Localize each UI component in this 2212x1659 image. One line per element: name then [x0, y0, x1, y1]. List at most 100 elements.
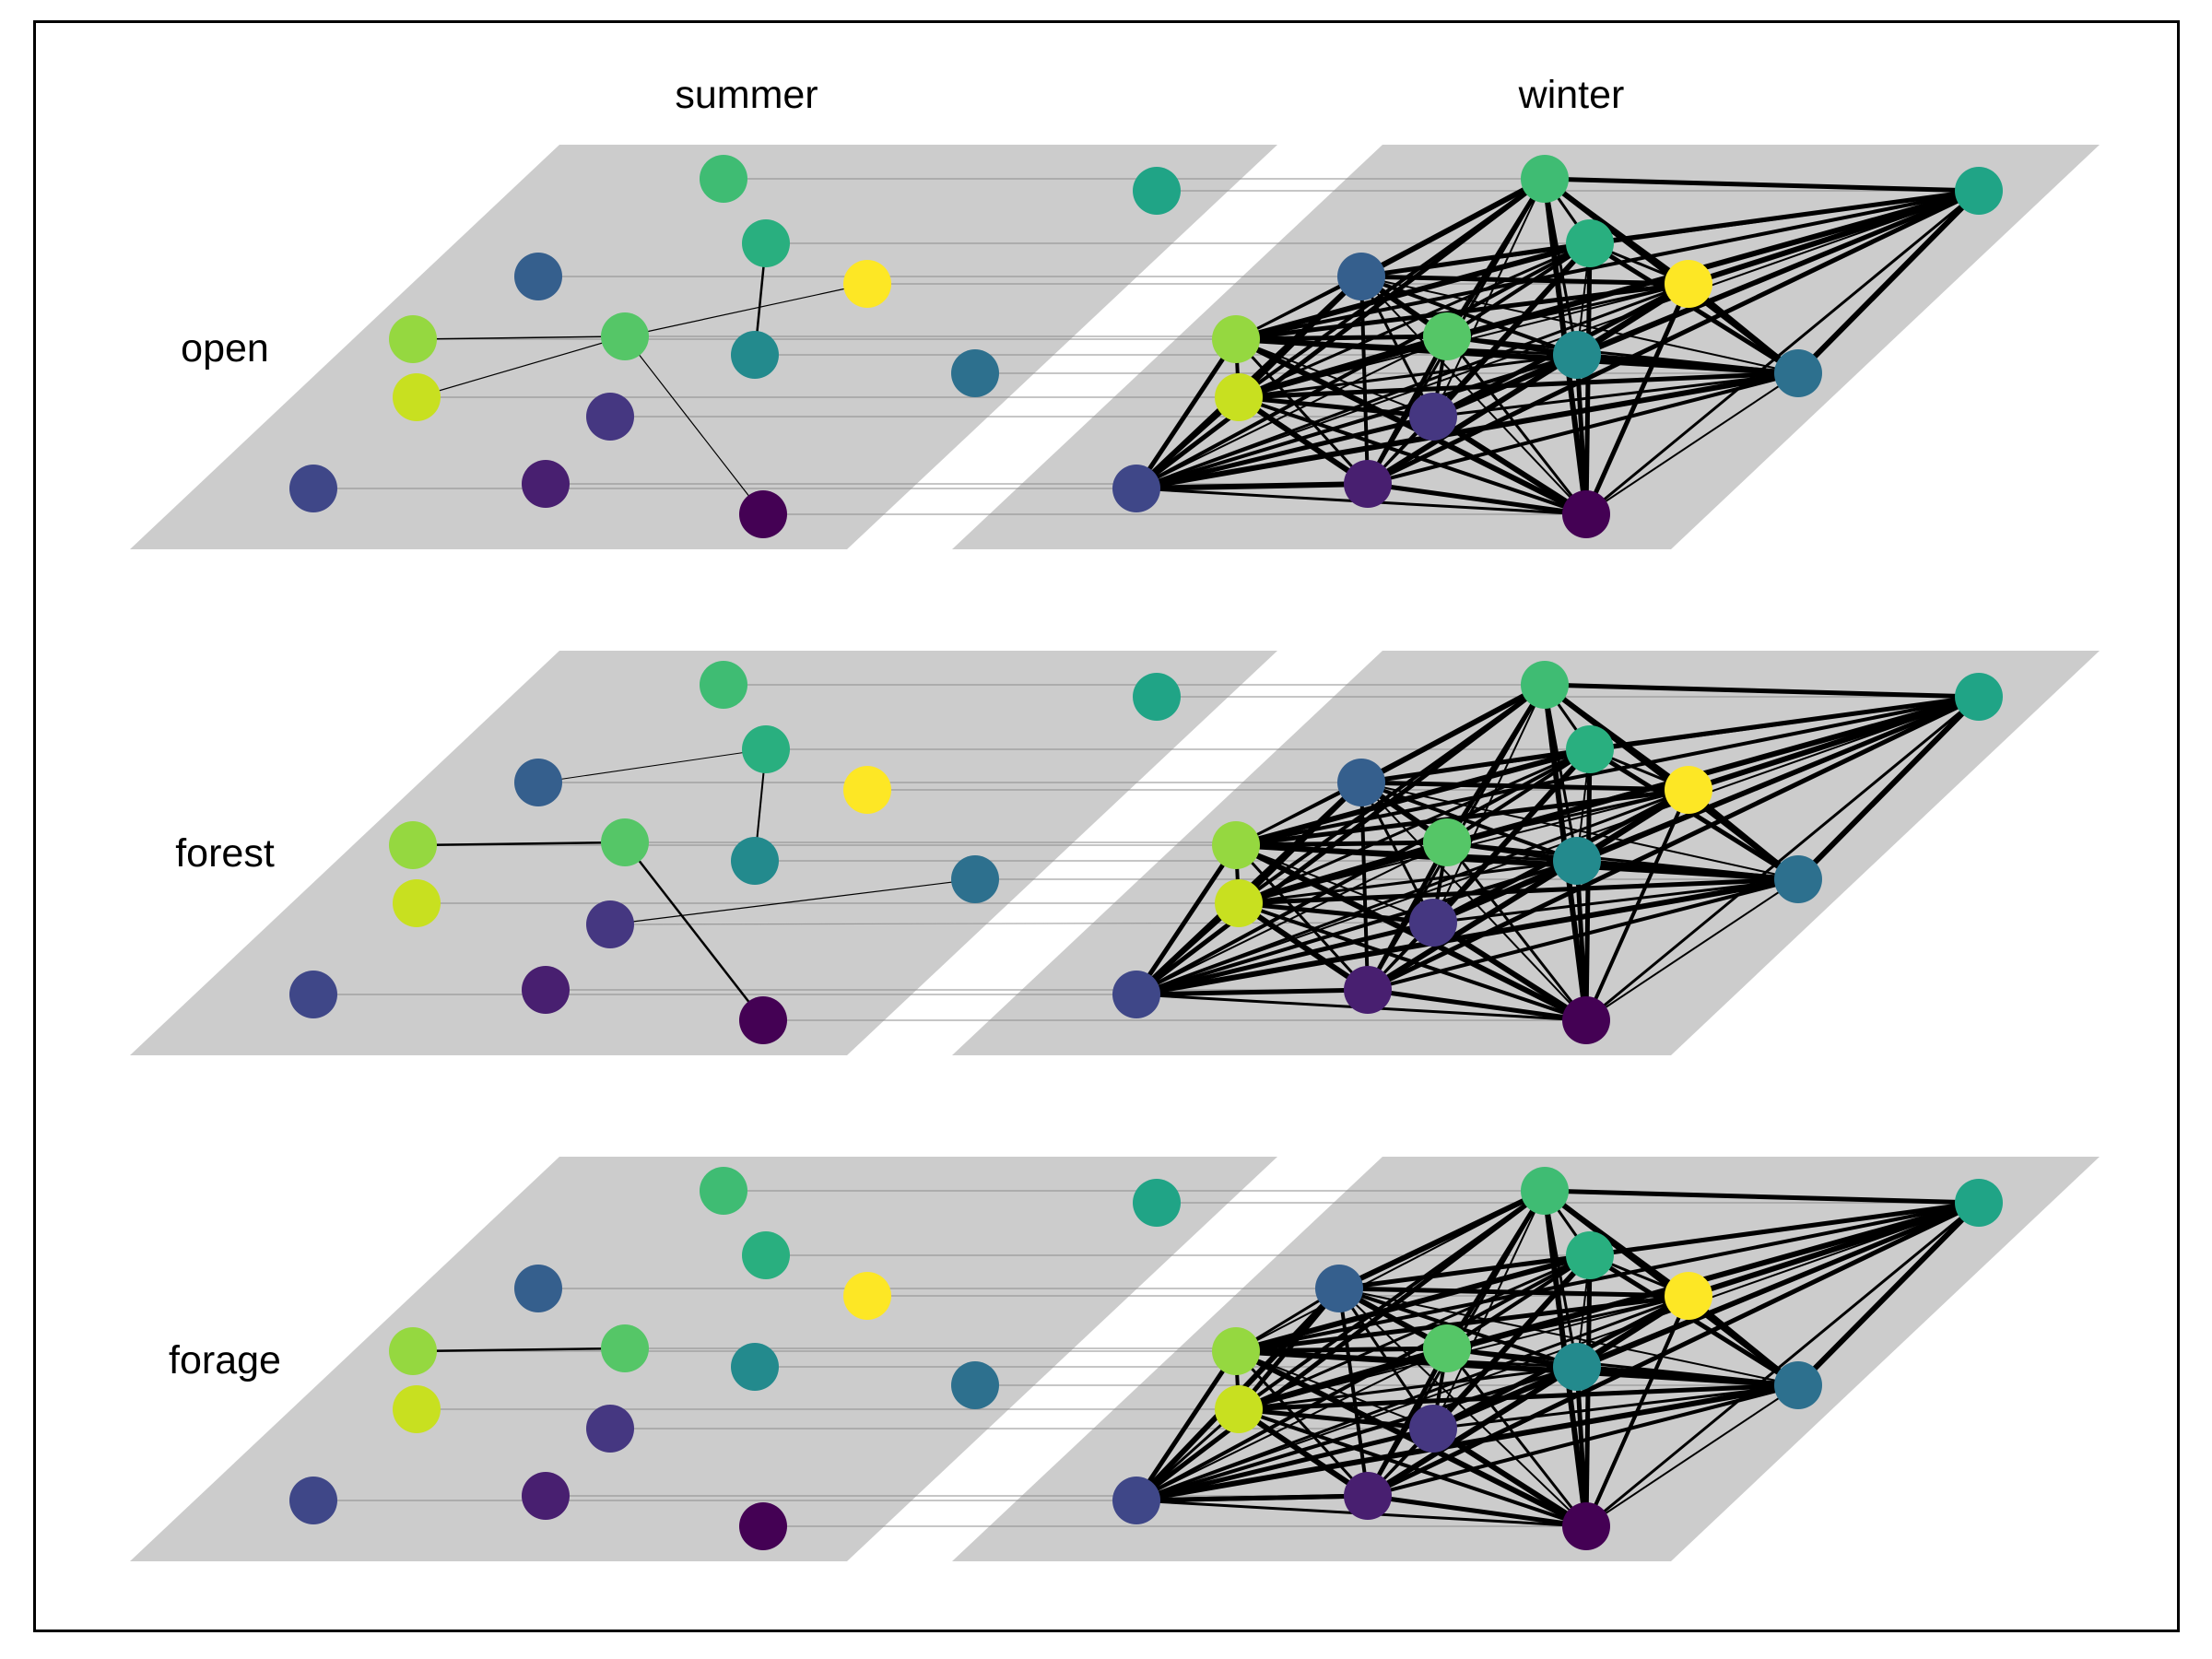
edge-forest-winter-EM	[1366, 788, 1690, 992]
edge-forest-winter-BF	[1235, 695, 1980, 847]
node-forest-summer-G	[601, 818, 649, 866]
edge-open-winter-IJ	[1238, 371, 1799, 399]
node-open-winter-L	[1112, 465, 1160, 512]
edge-forest-summer-FG	[412, 841, 626, 847]
node-open-summer-M	[522, 460, 570, 508]
edge-open-winter-IF	[1235, 337, 1799, 375]
node-forest-summer-N	[739, 996, 787, 1044]
edge-open-winter-DE	[1360, 274, 1689, 287]
edge-open-winter-HL	[1135, 353, 1578, 490]
edge-forest-winter-BA	[1544, 684, 1980, 698]
edge-forage-winter-FN	[1234, 1348, 1588, 1529]
edge-forest-winter-FM	[1234, 843, 1370, 992]
node-open-winter-J	[1215, 373, 1263, 421]
edge-open-winter-EG	[1446, 282, 1689, 338]
edge-open-winter-BD	[1360, 190, 1980, 277]
edge-open-winter-CN	[1583, 242, 1593, 515]
column-label-winter: winter	[1518, 73, 1625, 117]
node-open-winter-B	[1955, 167, 2003, 215]
edge-open-winter-EL	[1135, 282, 1689, 490]
node-forage-winter-I	[1774, 1361, 1822, 1409]
node-forage-summer-N	[739, 1502, 787, 1550]
edge-forage-summer-FG	[412, 1347, 626, 1353]
node-forest-winter-B	[1955, 673, 2003, 721]
node-open-winter-E	[1665, 260, 1712, 308]
node-forage-winter-K	[1409, 1405, 1457, 1453]
edge-forest-winter-KL	[1135, 920, 1434, 997]
edge-forage-winter-AL	[1135, 1189, 1547, 1502]
edge-open-winter-AL	[1135, 177, 1547, 490]
edge-open-winter-JK	[1238, 394, 1434, 419]
edge-forest-winter-EN	[1584, 789, 1690, 1021]
row-label-forage: forage	[169, 1338, 281, 1382]
node-forage-summer-I	[951, 1361, 999, 1409]
edge-forage-winter-BN	[1585, 1201, 1980, 1528]
edge-open-winter-GL	[1135, 335, 1448, 489]
node-forage-summer-H	[731, 1343, 779, 1391]
node-forest-summer-E	[843, 766, 891, 814]
edge-open-winter-FL	[1134, 337, 1239, 490]
edge-open-summer-JG	[416, 335, 626, 398]
node-forest-winter-D	[1337, 759, 1385, 806]
edge-forage-winter-IK	[1432, 1384, 1799, 1430]
edge-open-winter-GM	[1365, 335, 1450, 486]
node-forage-summer-J	[393, 1385, 441, 1433]
edge-forage-winter-EL	[1135, 1294, 1689, 1502]
edge-open-winter-CG	[1445, 241, 1592, 338]
edge-forage-winter-IN	[1585, 1384, 1799, 1527]
node-forest-winter-F	[1212, 821, 1260, 869]
node-open-winter-F	[1212, 315, 1260, 363]
node-open-summer-L	[289, 465, 337, 512]
panel-forage-summer	[130, 1157, 1277, 1561]
node-open-summer-B	[1133, 167, 1181, 215]
node-forest-summer-D	[514, 759, 562, 806]
edge-forage-winter-DE	[1338, 1286, 1689, 1299]
node-forage-summer-L	[289, 1477, 337, 1524]
edge-open-winter-EN	[1583, 282, 1691, 516]
edge-forage-winter-CD	[1338, 1253, 1591, 1291]
node-open-winter-A	[1521, 155, 1569, 203]
edge-open-winter-NM	[1367, 483, 1587, 515]
edge-open-winter-BA	[1544, 178, 1980, 192]
edge-forage-winter-FK	[1235, 1350, 1434, 1430]
node-forest-summer-L	[289, 971, 337, 1018]
edge-forest-winter-BL	[1135, 696, 1980, 995]
node-forest-summer-F	[389, 821, 437, 869]
node-forest-summer-K	[586, 900, 634, 948]
node-open-summer-I	[951, 349, 999, 397]
edge-forest-summer-KI	[609, 878, 976, 925]
edge-forage-winter-KL	[1135, 1426, 1434, 1503]
edge-forage-winter-EF	[1235, 1293, 1689, 1354]
node-forage-summer-D	[514, 1265, 562, 1312]
node-forage-summer-A	[700, 1167, 747, 1215]
edge-forest-winter-HL	[1135, 859, 1578, 996]
edge-forest-winter-LM	[1135, 988, 1369, 996]
edge-forest-winter-AL	[1135, 683, 1547, 996]
node-open-summer-J	[393, 373, 441, 421]
edge-open-summer-GN	[624, 335, 764, 515]
edge-forage-winter-AD	[1337, 1188, 1547, 1291]
edge-forage-winter-AF	[1235, 1190, 1546, 1352]
node-open-winter-K	[1409, 393, 1457, 441]
edge-forest-winter-EL	[1135, 788, 1689, 996]
edge-forage-winter-JM	[1237, 1406, 1370, 1499]
node-forest-summer-H	[731, 837, 779, 885]
edge-forage-winter-BE	[1688, 1201, 1980, 1298]
edge-open-winter-KL	[1135, 414, 1434, 491]
node-forest-winter-G	[1423, 818, 1471, 866]
node-open-winter-G	[1423, 312, 1471, 360]
edge-open-winter-JM	[1237, 394, 1370, 487]
edge-open-winter-BN	[1585, 189, 1980, 516]
node-open-winter-I	[1774, 349, 1822, 397]
edge-open-winter-BE	[1688, 189, 1980, 286]
edge-open-winter-IL	[1135, 372, 1799, 489]
node-open-summer-H	[731, 331, 779, 379]
edge-forest-winter-JM	[1237, 900, 1370, 993]
node-open-summer-D	[514, 253, 562, 300]
edge-forest-winter-FL	[1134, 843, 1239, 996]
edge-forest-winter-EG	[1446, 788, 1689, 844]
edge-forage-winter-FL	[1134, 1349, 1239, 1502]
node-forage-winter-A	[1521, 1167, 1569, 1215]
edge-forest-winter-GL	[1135, 841, 1448, 995]
